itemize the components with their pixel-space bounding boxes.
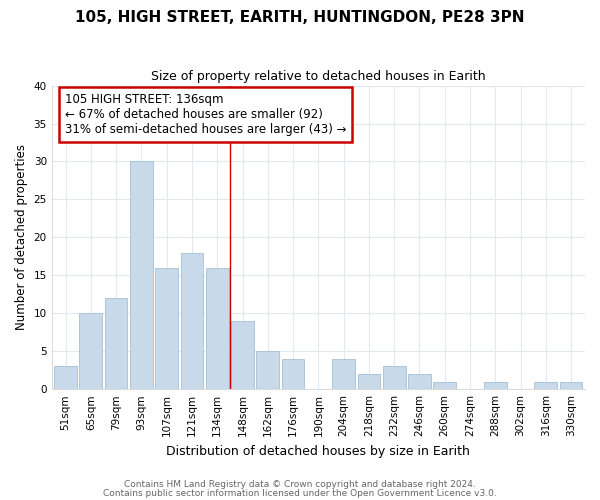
Bar — [181, 252, 203, 389]
Text: 105, HIGH STREET, EARITH, HUNTINGDON, PE28 3PN: 105, HIGH STREET, EARITH, HUNTINGDON, PE… — [75, 10, 525, 25]
Text: Contains HM Land Registry data © Crown copyright and database right 2024.: Contains HM Land Registry data © Crown c… — [124, 480, 476, 489]
Text: Contains public sector information licensed under the Open Government Licence v3: Contains public sector information licen… — [103, 488, 497, 498]
Bar — [332, 359, 355, 389]
Bar — [560, 382, 583, 389]
Bar — [256, 351, 279, 389]
Bar — [535, 382, 557, 389]
Bar — [408, 374, 431, 389]
Y-axis label: Number of detached properties: Number of detached properties — [15, 144, 28, 330]
Bar — [79, 314, 102, 389]
Bar — [231, 321, 254, 389]
Bar — [54, 366, 77, 389]
Bar — [206, 268, 229, 389]
Bar — [433, 382, 456, 389]
Bar — [484, 382, 506, 389]
Bar — [383, 366, 406, 389]
Bar — [358, 374, 380, 389]
X-axis label: Distribution of detached houses by size in Earith: Distribution of detached houses by size … — [166, 444, 470, 458]
Bar — [281, 359, 304, 389]
Bar — [130, 162, 153, 389]
Text: 105 HIGH STREET: 136sqm
← 67% of detached houses are smaller (92)
31% of semi-de: 105 HIGH STREET: 136sqm ← 67% of detache… — [65, 93, 347, 136]
Bar — [155, 268, 178, 389]
Bar — [105, 298, 127, 389]
Title: Size of property relative to detached houses in Earith: Size of property relative to detached ho… — [151, 70, 485, 83]
